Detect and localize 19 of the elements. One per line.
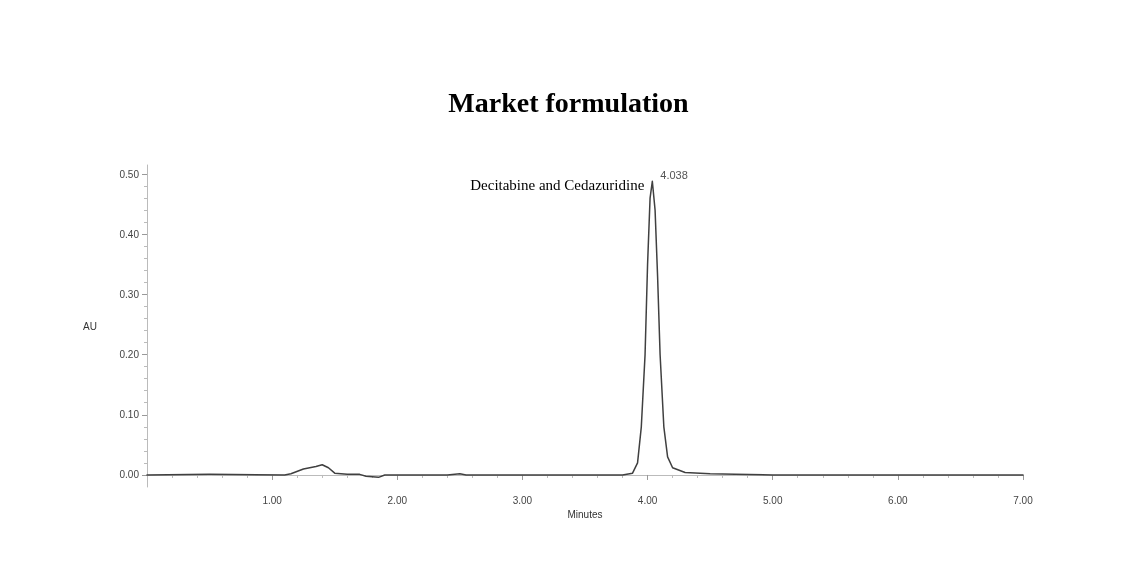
chart-title: Market formulation	[448, 86, 690, 118]
y-tick-label: 0.10	[119, 409, 140, 421]
y-tick-label: 0.30	[119, 288, 140, 300]
x-tick-label: 5.00	[762, 494, 783, 506]
y-tick-label: 0.50	[119, 168, 140, 180]
y-tick-label: 0.00	[119, 469, 140, 481]
annotation: 4.038	[660, 169, 688, 182]
x-tick-label: 3.00	[512, 494, 533, 506]
line-series	[146, 180, 1024, 479]
y-tick-label: 0.20	[119, 349, 140, 361]
y-axis-title: AU	[83, 320, 97, 332]
x-tick-label: 4.00	[637, 494, 658, 506]
annotation: Decitabine and Cedazuridine	[470, 177, 645, 194]
x-tick-label: 6.00	[888, 494, 909, 506]
x-tick-label: 2.00	[387, 494, 408, 506]
y-tick-label: 0.40	[119, 228, 140, 240]
x-tick-label: 7.00	[1013, 494, 1034, 506]
x-tick-label: 1.00	[262, 494, 283, 506]
x-axis-title: Minutes	[567, 509, 603, 521]
